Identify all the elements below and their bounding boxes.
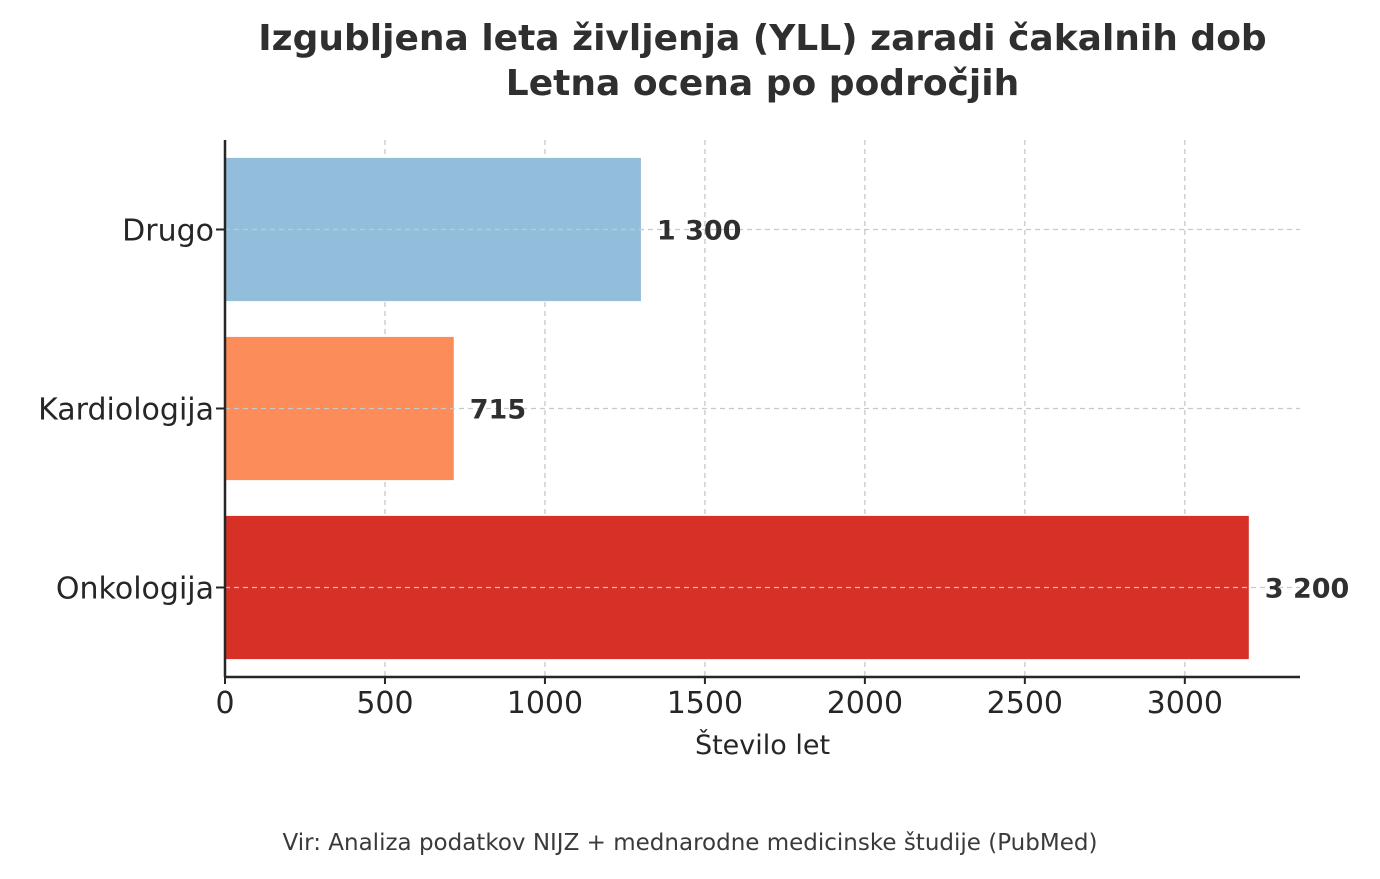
x-tick-label: 500 <box>356 686 413 721</box>
x-tick-label: 2500 <box>987 686 1063 721</box>
x-tick-label: 0 <box>215 686 234 721</box>
x-tick-label: 3000 <box>1147 686 1223 721</box>
chart-title: Izgubljena leta življenja (YLL) zaradi č… <box>258 18 1267 59</box>
x-tick-label: 1500 <box>667 686 743 721</box>
x-tick-label: 1000 <box>507 686 583 721</box>
data-label: 1 300 <box>657 216 742 247</box>
y-tick-label: Onkologija <box>56 572 214 607</box>
y-tick-label: Drugo <box>122 214 214 249</box>
y-tick-label: Kardiologija <box>38 393 214 428</box>
data-label: 715 <box>470 395 526 426</box>
data-label: 3 200 <box>1265 574 1350 605</box>
x-axis-label: Število let <box>695 729 830 761</box>
x-tick-label: 2000 <box>827 686 903 721</box>
source-note: Vir: Analiza podatkov NIJZ + mednarodne … <box>282 830 1098 856</box>
bar <box>225 515 1249 660</box>
chart-subtitle: Letna ocena po področjih <box>505 63 1020 104</box>
bar <box>225 336 454 481</box>
